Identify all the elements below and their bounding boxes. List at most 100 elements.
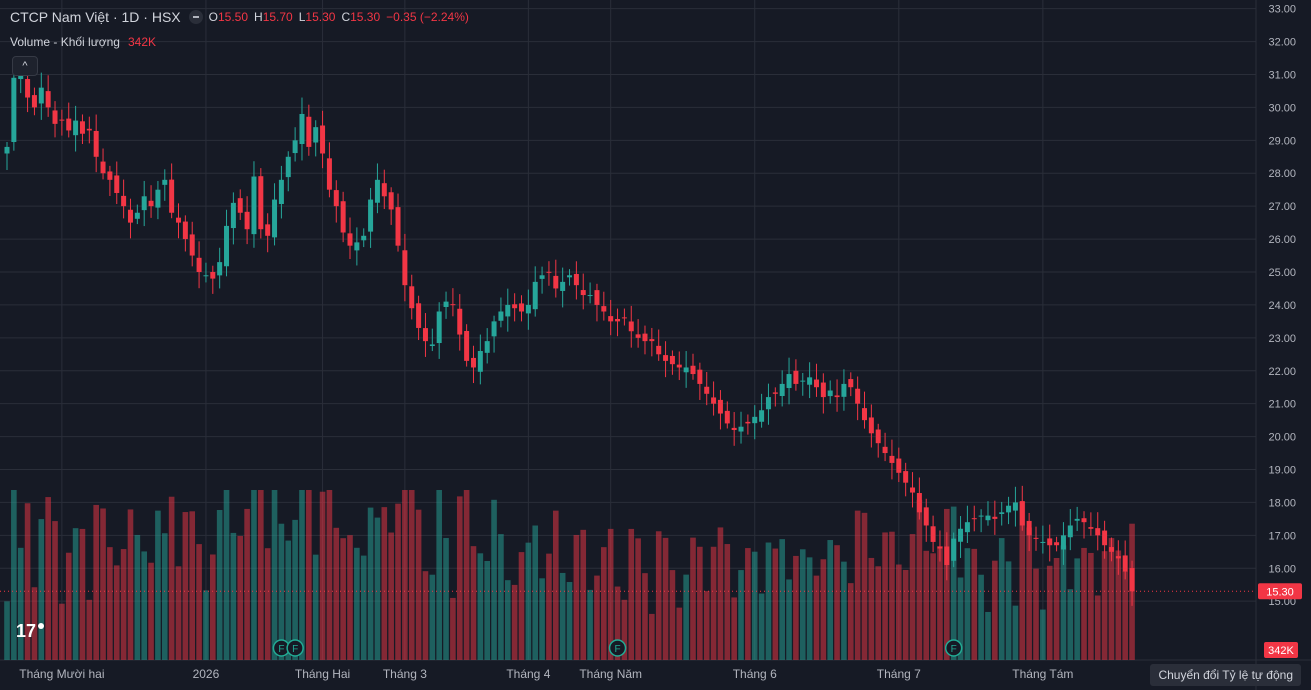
volume-bar [779,539,785,660]
volume-bar [889,531,895,660]
volume-bar [258,490,264,660]
candle-body [841,383,847,397]
volume-bar [402,490,408,660]
candle-body [1012,502,1018,511]
volume-bar [134,534,141,660]
volume-bar [772,548,779,660]
volume-bar [333,527,340,660]
volume-bar [498,534,504,660]
volume-bar [127,509,134,660]
candle-body [1033,537,1039,539]
volume-bar [998,538,1005,660]
candle-body [285,156,291,178]
candle-body [121,195,127,207]
volume-bar [765,542,772,660]
volume-bar [710,546,717,660]
candle-body [971,518,977,520]
volume-bar [1122,571,1128,660]
volume-bar [1053,558,1060,660]
candle-body [580,290,586,296]
event-marker [944,639,963,657]
volume-bar [86,599,93,660]
volume-bar [271,490,278,660]
candle-body [313,127,319,143]
candle-body [457,308,463,335]
price-tick-label: 24.00 [1268,300,1296,312]
price-tick-label: 31.00 [1268,69,1296,81]
auto-scale-button[interactable]: Chuyển đổi Tỷ lệ tự động [1150,664,1301,686]
time-tick-label: Tháng 7 [877,667,921,681]
hide-eye-icon[interactable] [188,10,203,24]
volume-bar [141,551,147,660]
candle-body [834,395,840,398]
volume-bar [820,559,827,660]
high-label: H [254,10,263,24]
volume-label[interactable]: Volume - Khối lượng [10,35,120,49]
volume-bar [1115,550,1122,660]
candle-body [491,321,497,337]
volume-bar [210,554,216,660]
volume-bar [59,603,65,660]
candle-body [505,304,511,317]
candle-body [148,200,154,207]
symbol-title[interactable]: CTCP Nam Việt · 1D · HSX [10,9,181,25]
candle-body [347,233,353,246]
volume-bar [683,574,689,660]
candle-body [107,171,113,180]
candle-body [848,379,854,388]
candle-body [786,374,792,389]
volume-bar [601,547,607,660]
collapse-legend-button[interactable]: ^ [12,56,38,76]
volume-bar [909,534,916,660]
volume-bar [964,548,971,660]
candle-body [868,417,874,434]
candle-body [779,383,785,397]
volume-bar [113,565,120,660]
candle-body [663,355,669,361]
time-tick-label: Tháng Tám [1012,667,1073,681]
volume-bar [607,528,614,660]
volume-bar [463,490,470,660]
candle-body [436,311,442,344]
volume-bar [4,601,10,660]
volume-bar [841,561,847,660]
candle-body [422,328,428,342]
volume-bar [251,490,257,660]
price-tick-label: 20.00 [1268,432,1296,444]
volume-bar [340,538,346,660]
volume-bar [326,490,333,660]
candle-body [560,281,566,291]
volume-bar [1012,605,1019,660]
tradingview-logo[interactable]: 17 [14,617,46,645]
volume-bar [72,528,79,660]
volume-bar [868,557,875,660]
volume-bar [429,574,436,660]
candle-body [1122,555,1128,572]
candle-body [738,426,744,432]
volume-bar [847,583,854,660]
candle-body [1006,505,1012,513]
time-tick-label: Tháng 6 [733,667,777,681]
volume-bar [553,510,559,660]
candle-body [31,95,37,108]
volume-bar [100,508,106,660]
volume-bar [292,519,298,660]
candle-body [169,179,175,213]
candle-body [292,140,298,154]
candle-body [450,304,456,306]
candle-body [532,281,538,310]
candle-body [79,121,85,134]
open-label: O [208,10,218,24]
volume-bar [65,552,72,660]
volume-bar [662,537,669,660]
candle-body [621,317,627,319]
candle-body [820,382,826,398]
volume-bar [923,550,930,660]
volume-bar [360,555,367,660]
candle-body [525,304,531,314]
candle-body [141,196,147,211]
candle-body [155,189,161,208]
logo-text: 17 [16,621,36,641]
volume-bar [580,529,587,660]
